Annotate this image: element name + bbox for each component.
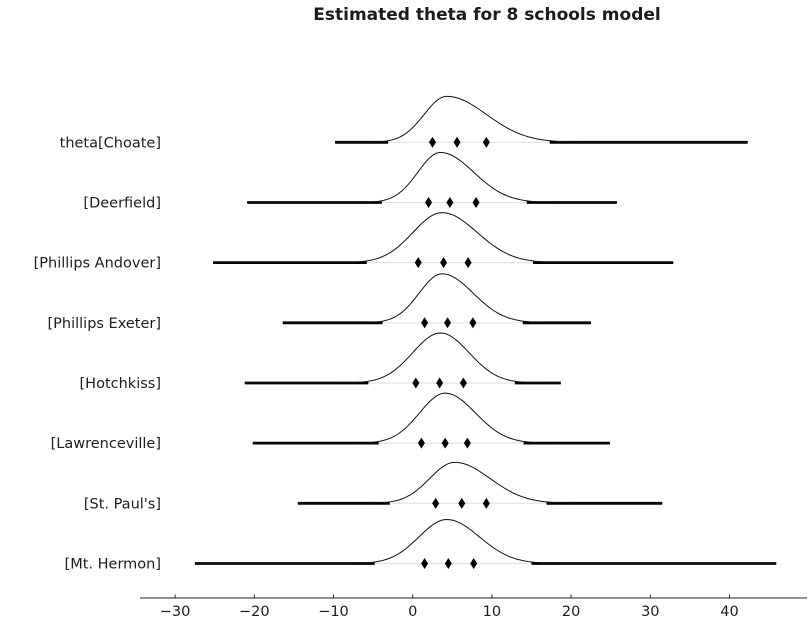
- x-tick-label: −20: [239, 604, 270, 620]
- x-tick-label: 30: [641, 604, 659, 620]
- x-tick-label: 0: [408, 604, 417, 620]
- row-label: [Lawrenceville]: [51, 436, 161, 452]
- x-tick-label: 40: [720, 604, 738, 620]
- ridgeline-row: [Mt. Hermon]: [65, 519, 777, 572]
- quartile-diamond: [469, 317, 477, 329]
- x-axis: −30 −20 −10 0 10 20 30 40: [140, 594, 807, 620]
- ridgeline-row: [Lawrenceville]: [51, 392, 610, 452]
- density-curve: [194, 519, 777, 564]
- density-curve: [282, 273, 591, 324]
- quartile-diamond: [463, 437, 471, 449]
- ridgeline-row: [Phillips Exeter]: [47, 273, 591, 332]
- ridgeline-row: [Hotchkiss]: [80, 332, 561, 392]
- quartile-diamond: [441, 437, 449, 449]
- quartile-diamond: [459, 377, 467, 389]
- ridgeline-row: [Deerfield]: [83, 151, 618, 211]
- quartile-diamond: [453, 136, 461, 148]
- quartile-diamond: [421, 557, 429, 569]
- quartile-diamond: [482, 497, 490, 509]
- density-curve: [244, 332, 561, 384]
- quartile-diamond: [432, 497, 440, 509]
- row-label: [Mt. Hermon]: [65, 556, 161, 572]
- quartile-diamond: [482, 136, 490, 148]
- density-curve: [247, 151, 618, 203]
- quartile-diamond: [440, 257, 448, 269]
- ridgeline-row: [St. Paul's]: [84, 461, 663, 512]
- quartile-diamond: [444, 557, 452, 569]
- density-curve: [297, 461, 663, 504]
- quartile-diamond: [470, 557, 478, 569]
- x-tick-label: 10: [483, 604, 501, 620]
- density-curve: [335, 95, 748, 143]
- quartile-diamond: [421, 317, 429, 329]
- row-label: [St. Paul's]: [84, 496, 161, 512]
- x-tick-label: −30: [160, 604, 191, 620]
- row-label: [Phillips Andover]: [34, 256, 161, 272]
- quartile-diamond: [414, 257, 422, 269]
- quartile-diamond: [458, 497, 466, 509]
- x-tick-label: −10: [318, 604, 349, 620]
- row-label: [Hotchkiss]: [80, 376, 161, 392]
- quartile-diamond: [412, 377, 420, 389]
- quartile-diamond: [425, 196, 433, 208]
- quartile-diamond: [436, 377, 444, 389]
- ridgeline-row: theta[Choate]: [60, 95, 748, 151]
- row-label: theta[Choate]: [60, 135, 161, 151]
- quartile-diamond: [417, 437, 425, 449]
- ridgeline-row: [Phillips Andover]: [34, 212, 674, 272]
- quartile-diamond: [444, 317, 452, 329]
- quartile-diamond: [472, 196, 480, 208]
- quartile-diamond: [429, 136, 436, 148]
- density-curve: [252, 392, 610, 444]
- chart-title: Estimated theta for 8 schools model: [313, 5, 660, 25]
- ridgeline-rows: theta[Choate] [Deerfield] [Phillips Andove…: [34, 95, 777, 572]
- x-tick-label: 20: [562, 604, 580, 620]
- row-label: [Phillips Exeter]: [47, 316, 161, 332]
- quartile-diamond: [446, 196, 454, 208]
- quartile-diamond: [464, 257, 472, 269]
- density-curve: [213, 212, 674, 264]
- row-label: [Deerfield]: [83, 195, 161, 211]
